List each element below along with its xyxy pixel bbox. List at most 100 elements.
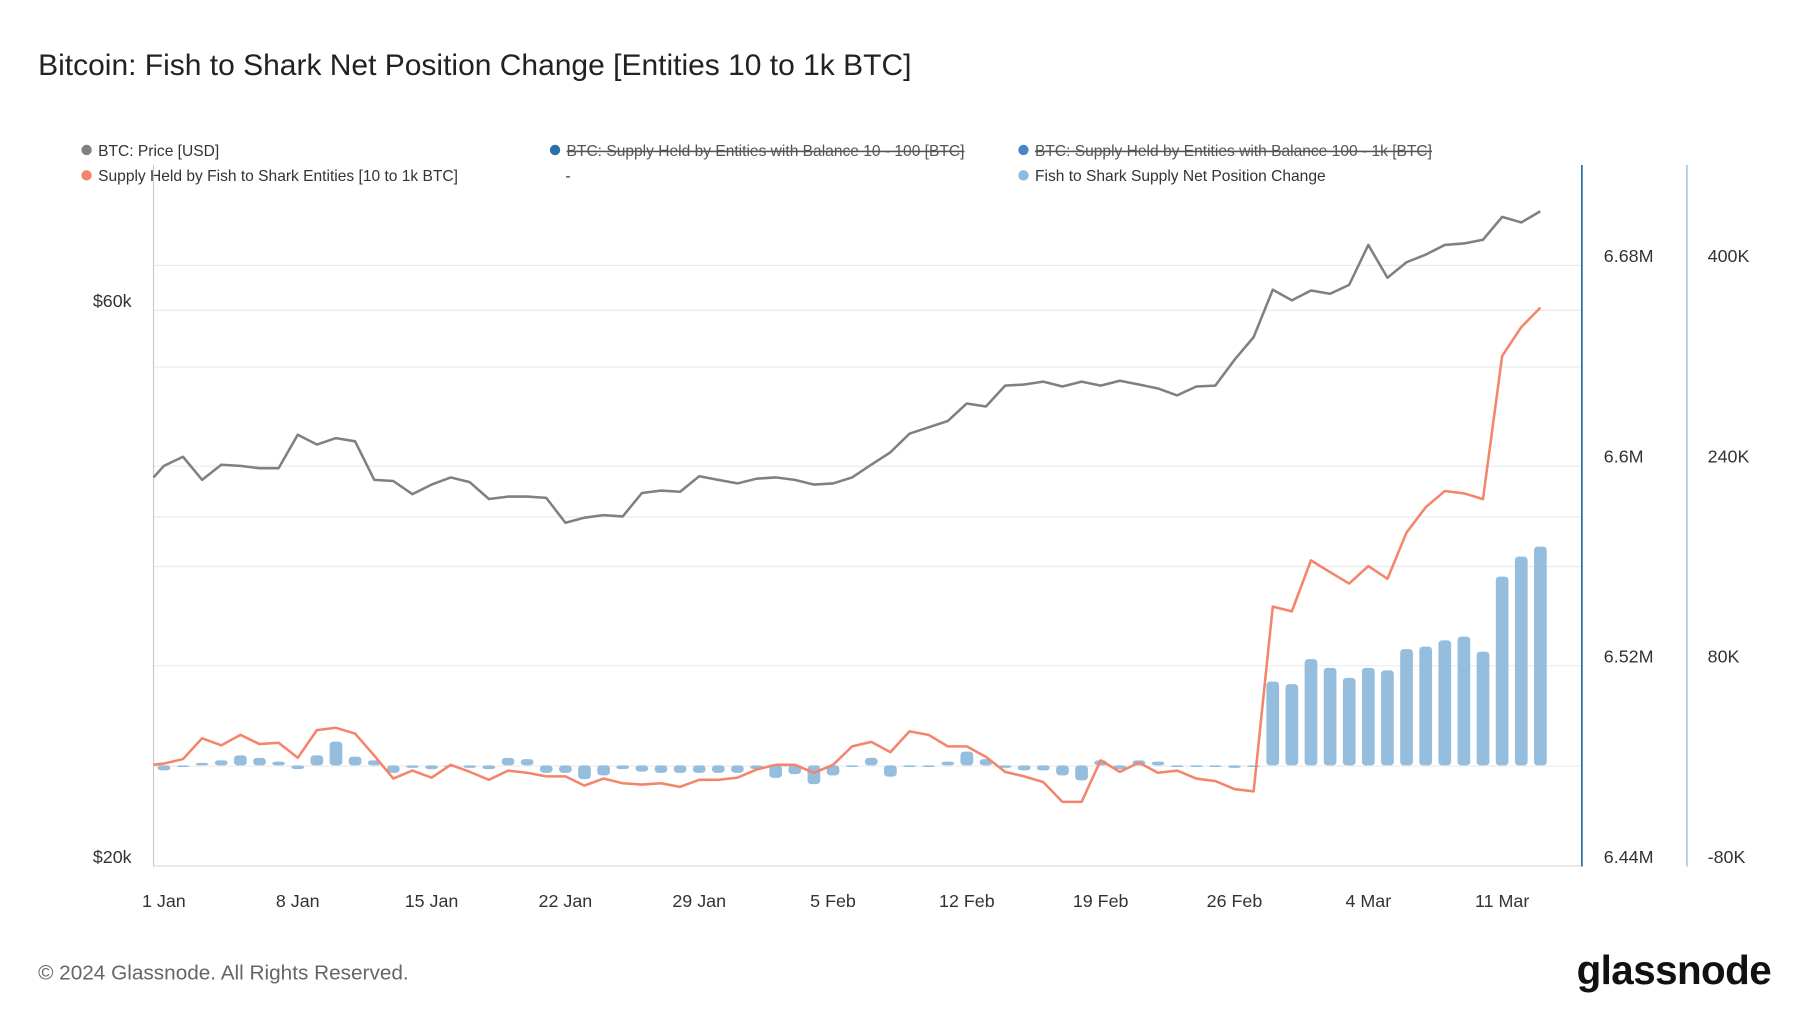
net-change-bar[interactable] [922, 765, 935, 768]
net-change-bar[interactable] [1151, 761, 1165, 766]
left-y-tick-label: $60k [93, 291, 132, 311]
net-change-bar[interactable] [214, 760, 228, 766]
net-change-bar[interactable] [1323, 667, 1337, 766]
net-change-bar[interactable] [1247, 765, 1260, 768]
net-change-bar[interactable] [1266, 681, 1280, 766]
legend-item-supply-100-1k[interactable]: BTC: Supply Held by Entities with Balanc… [1018, 143, 1432, 160]
net-change-bar[interactable] [520, 759, 534, 766]
legend-item-price[interactable]: BTC: Price [USD] [81, 143, 219, 160]
net-change-bar[interactable] [1457, 636, 1471, 766]
legend-label: BTC: Supply Held by Entities with Balanc… [1035, 143, 1432, 160]
net-change-bar[interactable] [635, 765, 649, 772]
net-change-bar[interactable] [463, 765, 477, 768]
supply-y-tick-label: 6.52M [1604, 646, 1654, 666]
net-change-bar[interactable] [826, 765, 840, 776]
net-change-bar[interactable] [1228, 765, 1241, 768]
net-change-bar[interactable] [1170, 765, 1184, 768]
net-change-bar[interactable] [1113, 765, 1127, 770]
net-change-bar[interactable] [1189, 765, 1203, 768]
series-lines [152, 210, 1542, 804]
net-change-bar[interactable] [329, 741, 343, 766]
net-change-bar[interactable] [1361, 667, 1375, 766]
x-tick-label: 5 Feb [810, 891, 856, 911]
legend-label: BTC: Price [USD] [98, 143, 219, 160]
net-change-bar[interactable] [406, 765, 419, 768]
net-change-bar[interactable] [559, 765, 572, 773]
net-change-bar[interactable] [845, 765, 859, 768]
net-change-bar[interactable] [272, 761, 285, 766]
net-change-bar[interactable] [1056, 765, 1069, 776]
net-change-y-tick-label: 80K [1708, 646, 1740, 666]
net-change-bar[interactable] [1036, 765, 1050, 771]
net-change-bar[interactable] [1285, 684, 1299, 766]
net-change-bar[interactable] [578, 765, 591, 780]
net-change-y-tick-label: 400K [1708, 246, 1750, 266]
net-change-bar[interactable] [654, 765, 668, 773]
net-change-bar[interactable] [253, 757, 266, 766]
axis-ticks: 1 Jan 8 Jan 15 Jan 22 Jan 29 Jan 5 Feb 12 Feb 1… [93, 246, 1750, 911]
x-tick-label: 12 Feb [939, 891, 995, 911]
net-change-bar[interactable] [769, 765, 783, 778]
legend-dot-icon [81, 144, 92, 156]
net-change-bar[interactable] [731, 765, 744, 773]
net-change-bar[interactable] [176, 765, 190, 768]
x-tick-label: 29 Jan [672, 891, 726, 911]
net-change-bar[interactable] [807, 765, 821, 785]
net-change-bar[interactable] [1209, 765, 1222, 768]
supply-y-tick-label: 6.6M [1604, 447, 1644, 467]
net-change-bar[interactable] [1342, 677, 1356, 766]
net-change-bar[interactable] [1381, 670, 1394, 766]
price-line[interactable] [152, 210, 1541, 525]
net-change-bar[interactable] [1419, 646, 1433, 766]
net-change-bar[interactable] [348, 756, 362, 766]
legend-label: - [565, 168, 570, 185]
net-change-bar[interactable] [673, 765, 687, 773]
net-change-bar[interactable] [425, 765, 438, 770]
net-change-bar[interactable] [539, 765, 553, 773]
net-change-bar[interactable] [195, 762, 209, 766]
net-change-bar[interactable] [864, 757, 878, 766]
net-change-bar[interactable] [692, 765, 706, 773]
net-change-y-tick-label: -80K [1708, 847, 1746, 867]
net-change-bar[interactable] [711, 765, 725, 773]
net-change-bar[interactable] [367, 760, 381, 766]
legend: BTC: Price [USD] BTC: Supply Held by Ent… [81, 143, 1432, 185]
net-change-bar[interactable] [1534, 546, 1547, 766]
net-change-bar[interactable] [1400, 649, 1413, 766]
net-change-bar[interactable] [884, 765, 897, 777]
net-change-bars [157, 546, 1547, 785]
x-tick-label: 1 Jan [142, 891, 186, 911]
net-change-bar[interactable] [903, 765, 916, 768]
legend-label: Fish to Shark Supply Net Position Change [1035, 168, 1326, 185]
net-change-bar[interactable] [1075, 765, 1088, 781]
fish-shark-supply-line[interactable] [153, 306, 1542, 804]
net-change-bar[interactable] [597, 765, 610, 776]
net-change-bar[interactable] [998, 765, 1012, 768]
legend-item-dash[interactable]: - [565, 168, 570, 185]
x-tick-label: 15 Jan [405, 891, 459, 911]
net-change-bar[interactable] [616, 765, 630, 770]
net-change-bar[interactable] [501, 757, 515, 766]
net-change-bar[interactable] [1476, 651, 1490, 766]
net-change-bar[interactable] [1438, 640, 1452, 766]
net-change-bar[interactable] [386, 765, 400, 773]
legend-dot-icon [81, 170, 92, 181]
left-y-tick-label: $20k [93, 847, 132, 867]
net-change-bar[interactable] [310, 755, 324, 766]
net-change-bar[interactable] [157, 765, 171, 771]
net-change-bar[interactable] [482, 765, 496, 770]
legend-item-supply-10-100[interactable]: BTC: Supply Held by Entities with Balanc… [549, 143, 965, 160]
legend-item-fish-shark-supply[interactable]: Supply Held by Fish to Shark Entities [1… [81, 168, 458, 185]
x-tick-label: 26 Feb [1207, 891, 1263, 911]
net-change-bar[interactable] [960, 751, 974, 766]
net-change-bar[interactable] [1514, 556, 1528, 766]
legend-dot-icon [549, 144, 561, 156]
net-change-bar[interactable] [291, 765, 305, 770]
net-change-bar[interactable] [941, 761, 955, 766]
net-change-bar[interactable] [234, 755, 247, 766]
net-change-bar[interactable] [1304, 659, 1318, 766]
legend-dot-icon [1018, 144, 1029, 156]
net-change-bar[interactable] [1017, 765, 1031, 771]
legend-item-net-position-change[interactable]: Fish to Shark Supply Net Position Change [1018, 168, 1326, 185]
net-change-bar[interactable] [1495, 576, 1509, 766]
